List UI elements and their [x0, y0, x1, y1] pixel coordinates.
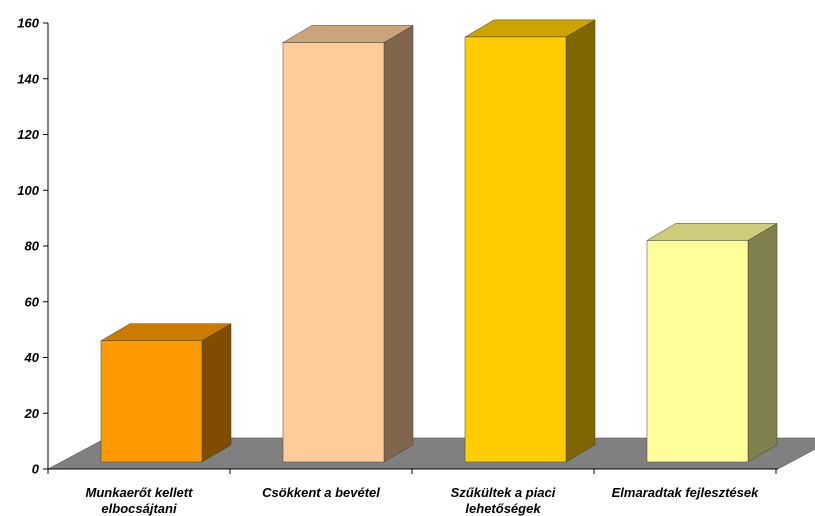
x-category-label: Elmaradtak fejlesztések [612, 485, 759, 500]
y-tick-label: 20 [24, 406, 40, 421]
bar [282, 25, 414, 463]
x-category-label: Szűkültek a piaci [451, 485, 556, 500]
y-tick-label: 140 [17, 71, 39, 86]
bar [100, 323, 232, 463]
bar-side-face [565, 19, 596, 463]
bar-front-face [464, 36, 567, 463]
x-category-label: Csökkent a bevétel [262, 485, 380, 500]
bars [100, 19, 778, 463]
bar-side-face [201, 323, 232, 463]
y-tick-label: 160 [17, 16, 39, 31]
x-category-label: elbocsájtani [101, 501, 177, 516]
y-tick-label: 40 [24, 350, 40, 365]
x-category-label: lehetőségek [465, 501, 541, 516]
axes: 0 20 40 60 80 100 120 140 160 [17, 16, 778, 477]
bar [646, 222, 778, 463]
y-tick-label: 100 [17, 183, 39, 198]
bar-front-face [100, 340, 203, 463]
bar-front-face [646, 240, 749, 463]
bar-side-face [747, 222, 778, 463]
y-tick-label: 0 [32, 462, 40, 477]
x-category-label: Munkaerőt kellett [86, 485, 194, 500]
bar-front-face [282, 42, 385, 463]
y-tick-label: 120 [17, 127, 39, 142]
y-tick-label: 60 [25, 294, 40, 309]
bar-side-face [383, 25, 414, 463]
y-tick-label: 80 [25, 239, 40, 254]
bar [464, 19, 596, 463]
